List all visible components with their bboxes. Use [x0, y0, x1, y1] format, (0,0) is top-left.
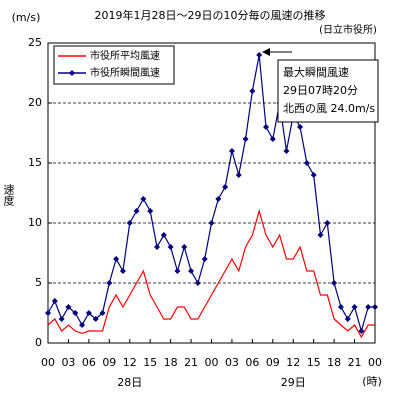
y-tick-label: 0 — [35, 336, 42, 349]
x-tick-label: 21 — [184, 356, 198, 369]
annotation-box — [277, 59, 379, 123]
data-point — [188, 268, 195, 274]
x-tick-label: 18 — [164, 356, 178, 369]
x-tick-label: 03 — [61, 356, 75, 369]
data-point — [249, 88, 256, 94]
annotation-text: 最大瞬間風速 — [283, 65, 349, 79]
data-point — [242, 136, 249, 142]
x-tick-label: 03 — [225, 356, 239, 369]
data-point — [119, 268, 126, 274]
data-point — [256, 52, 263, 58]
data-point — [99, 310, 106, 316]
y-tick-label: 10 — [28, 216, 42, 229]
data-point — [140, 196, 147, 202]
y-tick-label: 15 — [28, 156, 42, 169]
day-label: 29日 — [281, 376, 306, 389]
legend-marker — [69, 70, 75, 76]
data-point — [303, 160, 310, 166]
x-tick-label: 15 — [307, 356, 321, 369]
y-axis-label: 速度 — [2, 184, 15, 207]
data-point — [215, 196, 222, 202]
legend-label: 市役所平均風速 — [90, 49, 160, 62]
plot-frame — [47, 42, 376, 344]
x-tick-label: 21 — [348, 356, 362, 369]
data-point — [310, 172, 317, 178]
data-point — [147, 208, 154, 214]
chart-subtitle: (日立市役所) — [319, 23, 377, 36]
data-point — [126, 220, 133, 226]
y-tick-label: 25 — [28, 36, 42, 49]
data-point — [208, 220, 215, 226]
data-point — [51, 298, 58, 304]
legend-label: 市役所瞬間風速 — [90, 66, 160, 79]
data-point — [160, 232, 167, 238]
data-point — [65, 304, 72, 310]
data-point — [263, 124, 269, 130]
data-point — [228, 148, 235, 154]
x-tick-label: 06 — [245, 356, 259, 369]
annotation-text: 北西の風 24.0m/s — [283, 102, 375, 115]
data-point — [181, 244, 188, 250]
data-point — [365, 304, 372, 310]
data-point — [92, 316, 99, 322]
data-point — [133, 208, 140, 214]
data-point — [72, 310, 79, 316]
data-point — [194, 280, 201, 286]
data-point — [201, 256, 208, 262]
data-point — [344, 316, 351, 322]
x-tick-label: 00 — [205, 356, 219, 369]
x-tick-label: 00 — [41, 356, 55, 369]
x-tick-label: 12 — [286, 356, 300, 369]
x-tick-label: 12 — [123, 356, 137, 369]
data-point — [45, 310, 51, 316]
data-point — [297, 124, 304, 130]
data-point — [113, 256, 120, 262]
data-point — [324, 220, 331, 226]
data-point — [79, 322, 86, 328]
data-point — [331, 280, 338, 286]
y-unit: (m/s) — [12, 11, 41, 24]
data-point — [222, 184, 229, 190]
data-point — [269, 136, 276, 142]
x-tick-label: 09 — [266, 356, 280, 369]
x-tick-label: 09 — [102, 356, 116, 369]
data-point — [58, 316, 65, 322]
data-point — [351, 304, 358, 310]
data-point — [283, 148, 290, 154]
data-point — [372, 304, 378, 310]
arrow-head — [262, 48, 270, 56]
x-tick-label: 00 — [368, 356, 382, 369]
y-tick-label: 20 — [28, 96, 42, 109]
day-label: 28日 — [117, 376, 142, 389]
data-point — [106, 280, 113, 286]
x-tick-label: 18 — [327, 356, 341, 369]
data-point — [167, 244, 174, 250]
data-point — [317, 232, 324, 238]
data-point — [235, 172, 242, 178]
data-point — [337, 304, 344, 310]
x-tick-label: 06 — [82, 356, 96, 369]
data-point — [358, 328, 365, 334]
annotation-text: 29日07時20分 — [283, 84, 358, 97]
x-tick-label: 15 — [143, 356, 157, 369]
data-point — [85, 310, 92, 316]
y-tick-label: 5 — [35, 276, 42, 289]
data-point — [154, 244, 160, 250]
legend-box — [53, 45, 175, 85]
chart-title: 2019年1月28日～29日の10分毎の風速の推移 — [95, 8, 326, 22]
x-unit: (時) — [362, 375, 382, 388]
data-point — [174, 268, 181, 274]
series-line — [47, 208, 375, 339]
